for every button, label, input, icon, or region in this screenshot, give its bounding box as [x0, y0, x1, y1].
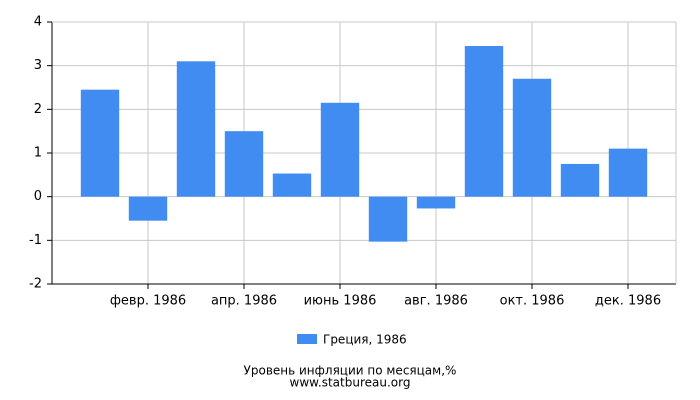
chart-subtitle: www.statbureau.org [290, 376, 411, 390]
x-tick-label: окт. 1986 [500, 294, 565, 309]
bar [560, 163, 600, 197]
y-tick-label: 2 [34, 102, 42, 117]
y-tick-label: -2 [29, 277, 42, 292]
bar [608, 148, 648, 197]
bar [368, 196, 408, 242]
x-tick-label: дек. 1986 [595, 294, 661, 309]
bar [176, 61, 216, 197]
legend-label: Греция, 1986 [323, 333, 407, 347]
bar [464, 46, 504, 197]
y-tick-label: 4 [34, 15, 42, 30]
x-tick-label: июнь 1986 [304, 294, 377, 309]
y-tick-label: 0 [34, 189, 42, 204]
y-tick-label: -1 [29, 233, 42, 248]
bar [272, 173, 312, 197]
bar [80, 89, 120, 197]
x-tick-label: апр. 1986 [211, 294, 277, 309]
bar [416, 196, 456, 209]
y-tick-label: 1 [34, 146, 42, 161]
bar [512, 78, 552, 197]
bar [320, 102, 360, 197]
chart-title: Уровень инфляции по месяцам,% [244, 364, 457, 378]
x-tick-label: авг. 1986 [404, 294, 468, 309]
legend-swatch [297, 334, 317, 344]
y-tick-label: 3 [34, 58, 42, 73]
bar [128, 196, 168, 221]
bar [224, 131, 264, 197]
x-tick-label: февр. 1986 [110, 294, 186, 309]
